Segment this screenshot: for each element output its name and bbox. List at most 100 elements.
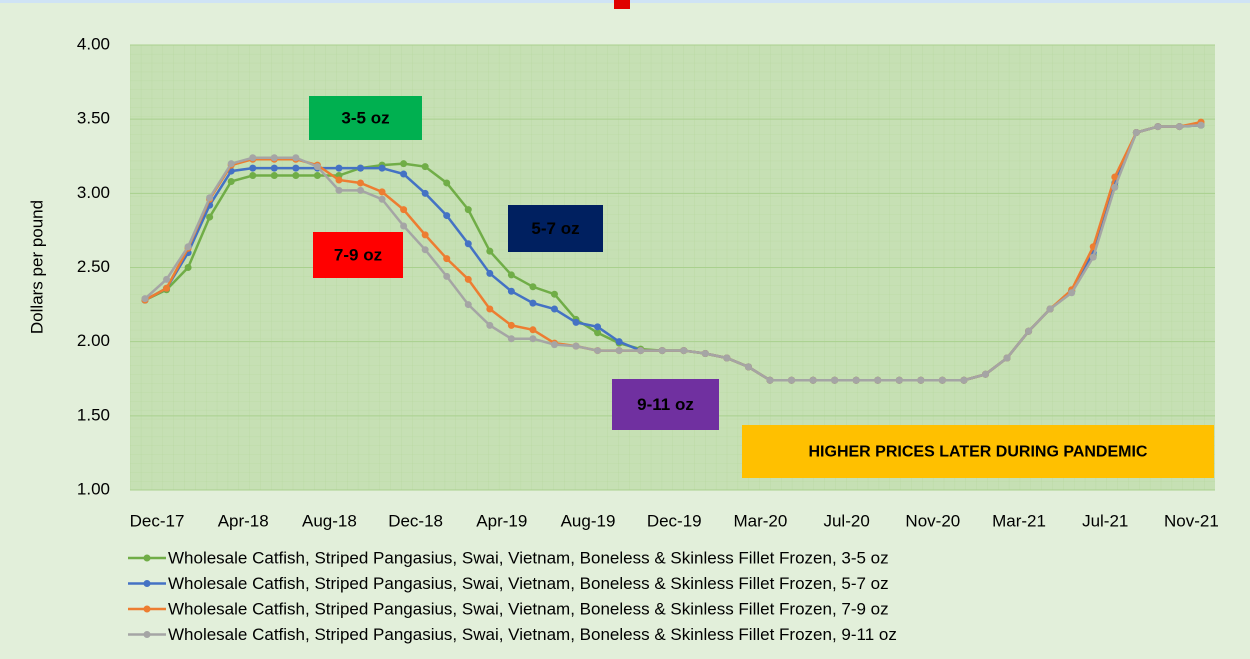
series-point xyxy=(1046,305,1054,313)
series-line xyxy=(144,123,1202,382)
series-point xyxy=(507,321,515,329)
legend-label: Wholesale Catfish, Striped Pangasius, Sw… xyxy=(168,548,889,567)
series-point xyxy=(550,290,558,298)
series-point xyxy=(270,164,278,172)
series-point xyxy=(313,172,321,180)
series-point xyxy=(464,275,472,283)
y-axis-label: Dollars per pound xyxy=(27,200,46,334)
x-tick-label: Dec-17 xyxy=(130,511,185,530)
legend-label: Wholesale Catfish, Striped Pangasius, Sw… xyxy=(168,599,889,618)
series-point xyxy=(357,164,365,172)
series-point xyxy=(1111,173,1119,181)
legend-marker xyxy=(143,554,151,562)
annotation-text: 7-9 oz xyxy=(334,245,382,264)
annotation-box xyxy=(612,379,719,430)
series-point xyxy=(357,186,365,194)
series-point xyxy=(766,376,774,384)
series-point xyxy=(464,206,472,214)
series-point xyxy=(917,376,925,384)
y-tick-label: 3.00 xyxy=(77,183,110,202)
top-marker xyxy=(614,0,630,9)
series-point xyxy=(357,179,365,187)
series-point xyxy=(227,177,235,185)
series-point xyxy=(184,243,192,251)
series-point xyxy=(335,186,343,194)
series-point xyxy=(507,335,515,343)
series-point xyxy=(313,163,321,171)
x-tick-label: Apr-18 xyxy=(218,511,269,530)
x-tick-label: Aug-19 xyxy=(561,511,616,530)
y-tick-label: 4.00 xyxy=(77,34,110,53)
annotation-box xyxy=(742,425,1214,478)
series-point xyxy=(184,264,192,271)
series-point xyxy=(292,164,300,172)
y-tick-label: 3.50 xyxy=(77,109,110,128)
series-point xyxy=(572,342,580,350)
x-tick-label: Aug-18 xyxy=(302,511,357,530)
series-point xyxy=(163,284,171,292)
series-point xyxy=(550,341,558,349)
series-point xyxy=(486,321,494,329)
series-point xyxy=(421,189,429,197)
series-point xyxy=(831,376,839,384)
series-point xyxy=(464,301,472,309)
series-point xyxy=(594,347,602,355)
series-point xyxy=(529,299,537,307)
series-point xyxy=(206,194,214,202)
legend-label: Wholesale Catfish, Striped Pangasius, Sw… xyxy=(168,625,897,644)
y-tick-label: 1.00 xyxy=(77,479,110,498)
series-point xyxy=(292,172,300,180)
legend-marker xyxy=(143,580,151,587)
x-tick-label: Mar-21 xyxy=(992,511,1046,530)
legend-marker xyxy=(143,605,151,613)
series-point xyxy=(744,363,752,371)
series-point xyxy=(443,179,451,187)
y-tick-label: 2.00 xyxy=(77,331,110,350)
series-point xyxy=(249,164,257,172)
series-point xyxy=(1175,123,1183,131)
series-point xyxy=(615,347,623,355)
series-point xyxy=(421,231,429,239)
series-point xyxy=(141,295,149,303)
series-point xyxy=(270,172,278,180)
series-point xyxy=(292,154,300,162)
legend-marker xyxy=(143,631,151,638)
series-point xyxy=(960,376,968,384)
series-point xyxy=(378,164,386,172)
series-point xyxy=(335,176,343,184)
x-tick-label: Dec-18 xyxy=(388,511,443,530)
series-point xyxy=(701,350,709,358)
series-point xyxy=(443,255,451,263)
series-point xyxy=(486,269,494,277)
series-point xyxy=(615,338,623,346)
x-tick-label: Jul-21 xyxy=(1082,511,1128,530)
series-point xyxy=(680,347,688,355)
annotation-text: 3-5 oz xyxy=(341,108,389,127)
series-point xyxy=(464,240,472,248)
x-tick-label: Nov-21 xyxy=(1164,511,1219,530)
y-tick-label: 2.50 xyxy=(77,257,110,276)
series-point xyxy=(1154,123,1162,131)
series-point xyxy=(335,164,343,172)
series-point xyxy=(529,326,537,334)
annotation-text: HIGHER PRICES LATER DURING PANDEMIC xyxy=(809,444,1148,461)
annotation-box xyxy=(313,232,403,278)
series-point xyxy=(874,376,882,384)
series-point xyxy=(788,376,796,384)
series-point xyxy=(378,188,386,196)
series-point xyxy=(400,160,408,168)
x-tick-label: Jul-20 xyxy=(823,511,869,530)
series-point xyxy=(723,354,731,362)
series-point xyxy=(400,222,408,230)
series-point xyxy=(443,272,451,280)
series-point xyxy=(572,318,580,326)
series-point xyxy=(400,170,408,178)
y-tick-label: 1.50 xyxy=(77,405,110,424)
series-point xyxy=(206,213,214,221)
x-tick-label: Apr-19 xyxy=(476,511,527,530)
series-point xyxy=(1025,327,1033,335)
x-tick-label: Nov-20 xyxy=(905,511,960,530)
x-tick-label: Dec-19 xyxy=(647,511,702,530)
series-point xyxy=(809,376,817,384)
series-point xyxy=(529,283,537,291)
